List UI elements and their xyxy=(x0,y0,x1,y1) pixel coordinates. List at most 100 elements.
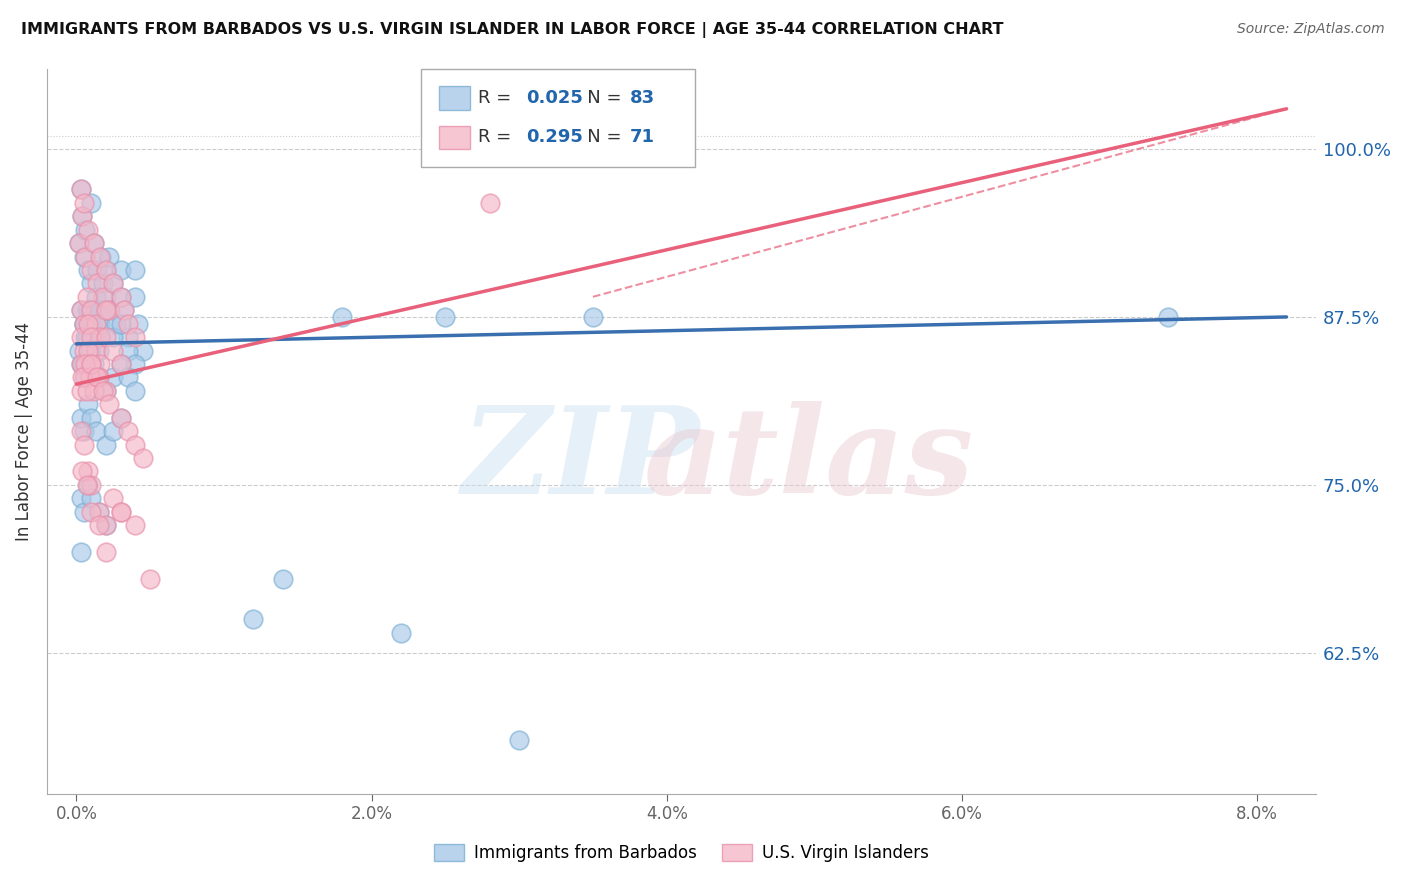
Point xyxy=(103,424,125,438)
Point xyxy=(69,357,91,371)
Text: atlas: atlas xyxy=(643,401,973,519)
Point xyxy=(77,317,100,331)
Text: ZIP: ZIP xyxy=(461,401,699,519)
Point xyxy=(83,330,105,344)
Point xyxy=(94,263,117,277)
Point xyxy=(110,357,132,371)
Point xyxy=(77,222,100,236)
Point xyxy=(434,310,457,324)
Point xyxy=(86,277,108,291)
Point xyxy=(73,343,96,358)
Point xyxy=(69,424,91,438)
Point xyxy=(110,290,132,304)
Point xyxy=(87,343,110,358)
Point xyxy=(110,357,132,371)
Point xyxy=(91,290,114,304)
Text: N =: N = xyxy=(569,128,627,146)
Point xyxy=(72,209,94,223)
Point xyxy=(67,236,90,251)
Point xyxy=(103,330,125,344)
Point xyxy=(69,545,91,559)
Point xyxy=(124,263,146,277)
Point xyxy=(124,518,146,533)
Text: 0.025: 0.025 xyxy=(526,89,583,107)
Point xyxy=(124,357,146,371)
Point xyxy=(75,222,97,236)
Point xyxy=(80,505,103,519)
Point xyxy=(94,384,117,398)
Point xyxy=(75,330,97,344)
Point xyxy=(87,303,110,318)
Point xyxy=(69,410,91,425)
Point xyxy=(110,263,132,277)
Point xyxy=(117,424,139,438)
Point xyxy=(89,317,111,331)
Point xyxy=(89,250,111,264)
Point xyxy=(97,250,120,264)
Point xyxy=(110,410,132,425)
Point xyxy=(84,317,107,331)
Point xyxy=(87,370,110,384)
Point xyxy=(103,370,125,384)
Point xyxy=(80,277,103,291)
Point xyxy=(67,236,90,251)
Point xyxy=(124,437,146,451)
Point xyxy=(69,303,91,318)
Point xyxy=(508,733,530,747)
Point xyxy=(110,505,132,519)
Point xyxy=(87,370,110,384)
Point xyxy=(77,478,100,492)
Text: N =: N = xyxy=(569,89,627,107)
Point xyxy=(73,250,96,264)
Point xyxy=(84,424,107,438)
Point xyxy=(87,505,110,519)
Point xyxy=(94,437,117,451)
Point xyxy=(110,505,132,519)
Point xyxy=(77,343,100,358)
Point xyxy=(94,518,117,533)
Point xyxy=(80,263,103,277)
Point xyxy=(94,303,117,318)
Point xyxy=(76,330,98,344)
Point xyxy=(94,263,117,277)
Point xyxy=(117,343,139,358)
Text: R =: R = xyxy=(478,128,517,146)
Point xyxy=(77,464,100,478)
Point xyxy=(80,317,103,331)
Point xyxy=(91,384,114,398)
Point xyxy=(94,303,117,318)
Point xyxy=(69,357,91,371)
Text: 83: 83 xyxy=(630,89,655,107)
Point xyxy=(94,303,117,318)
Point xyxy=(124,290,146,304)
Point xyxy=(94,545,117,559)
Point xyxy=(83,236,105,251)
Point xyxy=(91,277,114,291)
Point xyxy=(76,303,98,318)
Point xyxy=(75,357,97,371)
Point xyxy=(73,317,96,331)
Point xyxy=(103,277,125,291)
Text: 0.295: 0.295 xyxy=(526,128,583,146)
Point xyxy=(72,370,94,384)
Point xyxy=(79,343,101,358)
Point xyxy=(77,303,100,318)
Point xyxy=(110,410,132,425)
Point xyxy=(84,317,107,331)
Point xyxy=(86,263,108,277)
Point xyxy=(69,384,91,398)
Point xyxy=(89,330,111,344)
Point xyxy=(67,343,90,358)
Point xyxy=(69,330,91,344)
Point xyxy=(73,317,96,331)
Point xyxy=(97,303,120,318)
Text: IMMIGRANTS FROM BARBADOS VS U.S. VIRGIN ISLANDER IN LABOR FORCE | AGE 35-44 CORR: IMMIGRANTS FROM BARBADOS VS U.S. VIRGIN … xyxy=(21,22,1004,38)
Point xyxy=(98,303,121,318)
Point xyxy=(80,303,103,318)
Point xyxy=(80,357,103,371)
Point xyxy=(86,370,108,384)
Point xyxy=(242,612,264,626)
Point xyxy=(97,397,120,411)
Point xyxy=(83,236,105,251)
Point xyxy=(80,330,103,344)
